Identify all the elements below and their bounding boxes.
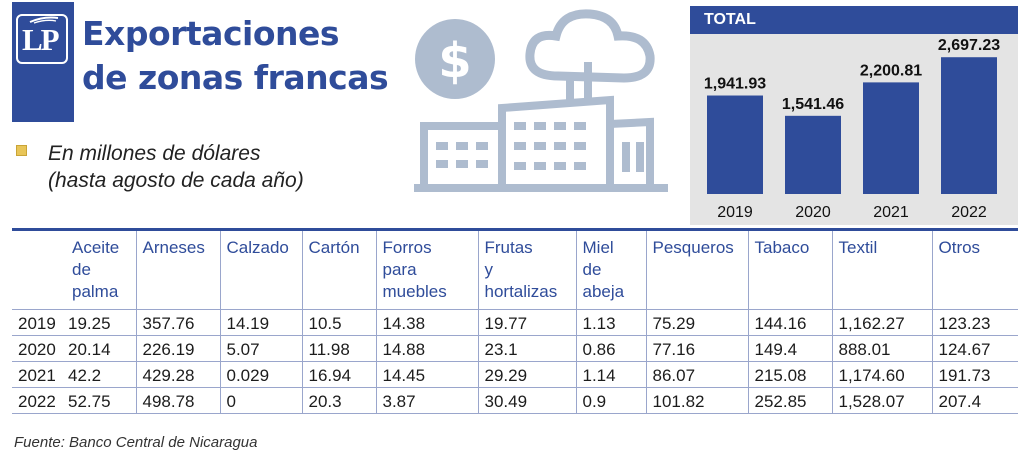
total-value-label: 1,541.46 [782, 96, 844, 113]
table-cell: 124.67 [931, 335, 1018, 362]
total-header: TOTAL [690, 6, 1018, 34]
column-header: Frutas y hortalizas [477, 228, 576, 310]
table-cell: 0 [219, 387, 302, 414]
table-cell: 19.25 [66, 309, 136, 336]
row-year: 2021 [12, 361, 66, 388]
table-cell: 14.88 [375, 335, 478, 362]
column-header: Forros para muebles [375, 228, 478, 310]
factory-illustration: $ [414, 9, 668, 192]
table-cell: 20.3 [301, 387, 376, 414]
table-cell: 191.73 [931, 361, 1018, 388]
table-cell: 23.1 [477, 335, 576, 362]
table-cell: 1,174.60 [831, 361, 932, 388]
table-cell: 1,528.07 [831, 387, 932, 414]
table-cell: 10.5 [301, 309, 376, 336]
column-header: Tabaco [747, 228, 832, 310]
table-cell: 20.14 [66, 335, 136, 362]
table-cell: 429.28 [135, 361, 220, 388]
table-cell: 0.9 [575, 387, 646, 414]
table-cell: 16.94 [301, 361, 376, 388]
subtitle-line-1: En millones de dólares [48, 142, 261, 165]
total-bar-2022 [941, 57, 997, 194]
table-cell: 14.38 [375, 309, 478, 336]
total-bar-2020 [785, 115, 841, 194]
table-cell: 888.01 [831, 335, 932, 362]
column-header: Miel de abeja [575, 228, 646, 310]
logo [16, 14, 68, 64]
table-row: 2019 19.25 357.76 14.19 10.5 14.38 19.77 1.13 75… [12, 309, 1018, 336]
total-value-label: 2,697.23 [938, 37, 1000, 54]
table-cell: 5.07 [219, 335, 302, 362]
table-cell: 30.49 [477, 387, 576, 414]
logo-text: LP [22, 22, 60, 57]
table-cell: 1.13 [575, 309, 646, 336]
total-title: TOTAL [704, 11, 756, 28]
dollar-coin-icon: $ [415, 19, 495, 99]
total-value-label: 1,941.93 [704, 76, 766, 93]
total-year-label: 2020 [795, 204, 831, 221]
table-row: 2022 52.75 498.78 0 20.3 3.87 30.49 0.9 101.82 25… [12, 387, 1018, 414]
table-row: 2021 42.2 429.28 0.029 16.94 14.45 29.29 1.14 86… [12, 361, 1018, 388]
row-year: 2022 [12, 387, 66, 414]
table-row: 2020 20.14 226.19 5.07 11.98 14.88 23.1 0.86 77.… [12, 335, 1018, 362]
column-header: Cartón [301, 228, 376, 310]
subtitle: En millones de dólares (hasta agosto de … [48, 140, 304, 194]
table-cell: 14.19 [219, 309, 302, 336]
total-bar-2019 [707, 95, 763, 194]
factory-icon [414, 62, 668, 192]
table-cell: 215.08 [747, 361, 832, 388]
table-cell: 149.4 [747, 335, 832, 362]
header-year [12, 228, 66, 310]
column-header: Pesqueros [645, 228, 748, 310]
table-cell: 11.98 [301, 335, 376, 362]
page-title: Exportaciones de zonas francas [82, 12, 389, 100]
total-value-label: 2,200.81 [860, 62, 922, 79]
subtitle-line-2: (hasta agosto de cada año) [48, 169, 304, 192]
table-cell: 77.16 [645, 335, 748, 362]
table-cell: 144.16 [747, 309, 832, 336]
factory-windows [436, 122, 644, 172]
table-cell: 3.87 [375, 387, 478, 414]
total-year-label: 2022 [951, 204, 987, 221]
cloud-icon [525, 9, 655, 83]
table-cell: 1.14 [575, 361, 646, 388]
table-cell: 42.2 [66, 361, 136, 388]
table-cell: 252.85 [747, 387, 832, 414]
row-year: 2019 [12, 309, 66, 336]
column-header: Calzado [219, 228, 302, 310]
total-bar-2021 [863, 82, 919, 194]
table-cell: 52.75 [66, 387, 136, 414]
legend-square [16, 145, 27, 156]
table-cell: 29.29 [477, 361, 576, 388]
logo-swoosh-icon [29, 16, 59, 24]
table-cell: 0.029 [219, 361, 302, 388]
table-cell: 19.77 [477, 309, 576, 336]
title-line-1: Exportaciones [82, 14, 340, 53]
table-cell: 101.82 [645, 387, 748, 414]
total-year-label: 2021 [873, 204, 909, 221]
row-year: 2020 [12, 335, 66, 362]
column-header: Otros [931, 228, 1018, 310]
table-cell: 86.07 [645, 361, 748, 388]
table-cell: 0.86 [575, 335, 646, 362]
source-note: Fuente: Banco Central de Nicaragua [14, 434, 258, 451]
table-cell: 1,162.27 [831, 309, 932, 336]
table-cell: 123.23 [931, 309, 1018, 336]
total-year-label: 2019 [717, 204, 753, 221]
total-bar-chart: 1,941.93 2019 1,541.46 2020 2,200.81 2021 2,69… [704, 37, 1000, 221]
column-header: Textil [831, 228, 932, 310]
table-cell: 75.29 [645, 309, 748, 336]
column-header: Aceite de palma [66, 228, 136, 310]
table-cell: 207.4 [931, 387, 1018, 414]
table-cell: 357.76 [135, 309, 220, 336]
title-line-2: de zonas francas [82, 58, 389, 97]
svg-text:$: $ [438, 33, 471, 89]
exports-table: Aceite de palma Arneses Calzado Cartón Forros p… [12, 228, 1018, 416]
total-chart-panel: TOTAL 1,941.93 2019 1,541.46 2020 2,200.81 20… [690, 6, 1018, 225]
table-cell: 14.45 [375, 361, 478, 388]
table-cell: 498.78 [135, 387, 220, 414]
column-header: Arneses [135, 228, 220, 310]
table-cell: 226.19 [135, 335, 220, 362]
